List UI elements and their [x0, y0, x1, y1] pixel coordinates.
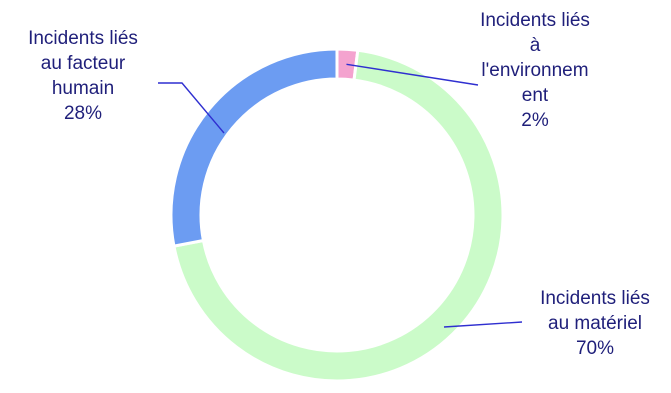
- slice-materiel: [172, 48, 505, 383]
- leader-materiel: [443, 321, 523, 328]
- label-environment: Incidents liés à l'environnem ent 2%: [470, 8, 600, 133]
- leader-environment: [346, 63, 479, 86]
- label-materiel: Incidents liés au matériel 70%: [520, 286, 670, 361]
- label-humain-percent: 28%: [63, 103, 103, 124]
- label-environment-line4: ent: [521, 85, 549, 106]
- label-humain-line3: humain: [51, 78, 115, 99]
- label-environment-line2: à: [529, 35, 541, 56]
- slice-humain: [169, 47, 339, 248]
- label-materiel-percent: 70%: [575, 338, 615, 359]
- label-humain-line2: au facteur: [40, 53, 126, 74]
- label-humain: Incidents liés au facteur humain 28%: [8, 26, 158, 126]
- label-materiel-line2: au matériel: [548, 313, 642, 334]
- label-environment-percent: 2%: [521, 110, 549, 131]
- label-materiel-line1: Incidents liés: [540, 288, 650, 309]
- label-environment-line3: l'environnem: [481, 60, 589, 81]
- leader-humain: [158, 82, 225, 134]
- label-environment-line1: Incidents liés: [480, 10, 590, 31]
- label-humain-line1: Incidents liés: [28, 28, 138, 49]
